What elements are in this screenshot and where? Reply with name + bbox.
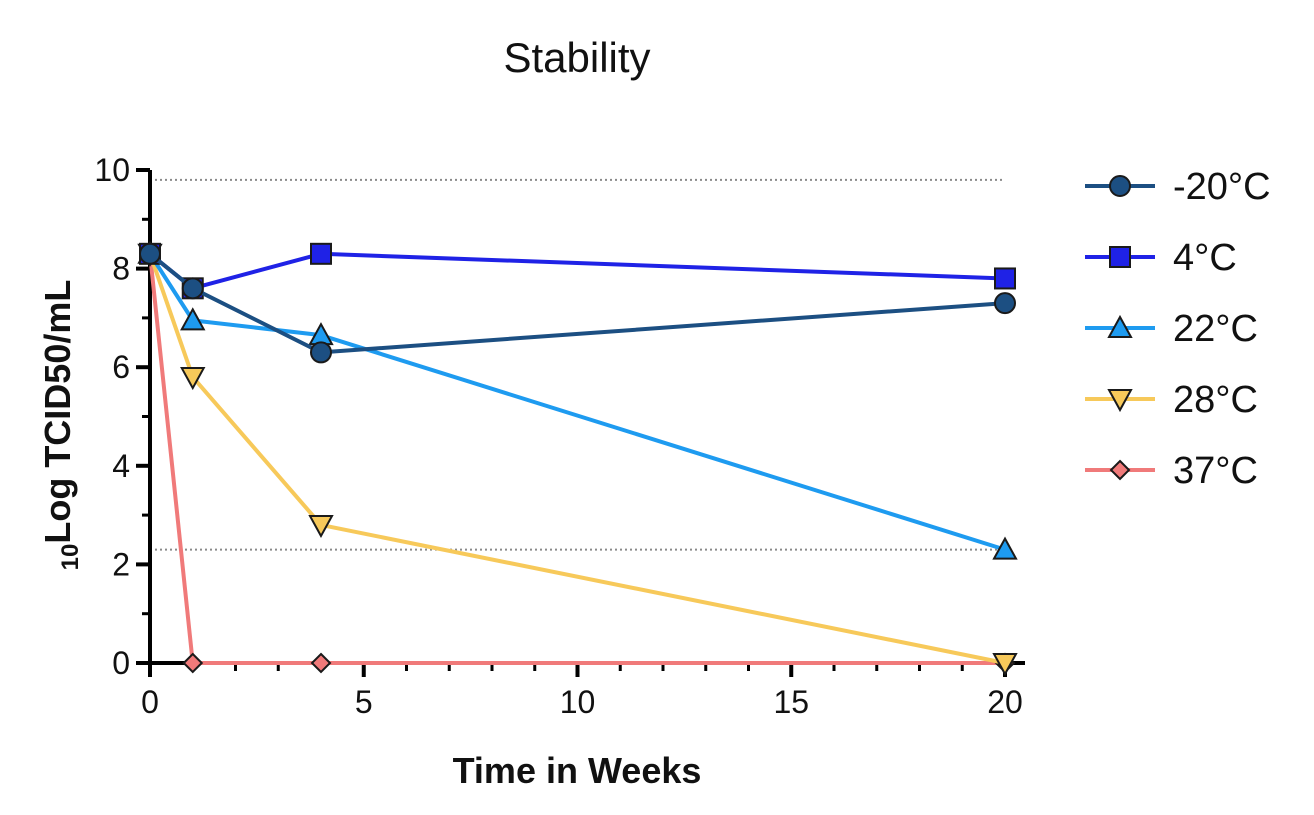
x-tick-label-5: 5 [355, 684, 373, 720]
series-line-4 [148, 253, 1005, 665]
y-tick-label-4: 4 [112, 448, 130, 484]
series-3 [137, 243, 1018, 677]
chart-title: Stability [503, 34, 650, 81]
series-1-point-3 [994, 267, 1016, 290]
series-4-point-1 [182, 652, 204, 674]
legend: -20°C 4°C 22°C 28°C 37°C [1085, 166, 1271, 492]
series-2-point-3 [992, 536, 1018, 560]
series-4 [139, 243, 1016, 674]
legend-label-0: -20°C [1173, 166, 1271, 208]
plot-area [137, 240, 1018, 677]
legend-swatch-marker-4 [1109, 459, 1131, 481]
legend-label-1: 4°C [1173, 237, 1237, 279]
x-axis-title: Time in Weeks [453, 750, 702, 791]
x-tick-label-10: 10 [560, 684, 596, 720]
y-axis-title-main: Log TCID50/mL [37, 280, 78, 544]
series-line-1 [148, 251, 1006, 291]
y-axis-title: 10Log TCID50/mL [37, 280, 84, 571]
series-2 [137, 240, 1018, 560]
series-0-point-1 [181, 277, 204, 300]
y-tick-label-10: 10 [94, 152, 130, 188]
x-tick-label-20: 20 [987, 684, 1023, 720]
legend-label-3: 28°C [1173, 379, 1258, 421]
legend-item-1: 4°C [1085, 237, 1237, 279]
series-line-3 [148, 253, 1006, 665]
legend-swatch-marker-0 [1109, 175, 1131, 197]
legend-item-2: 22°C [1085, 308, 1258, 350]
series-line-0 [148, 252, 1006, 355]
legend-swatch-marker-2 [1107, 314, 1133, 338]
legend-label-4: 37°C [1173, 450, 1258, 492]
legend-item-4: 37°C [1085, 450, 1258, 492]
y-tick-label-6: 6 [112, 349, 130, 385]
x-tick-label-15: 15 [773, 684, 809, 720]
y-tick-label-0: 0 [112, 645, 130, 681]
series-0-point-2 [310, 341, 332, 364]
reference-lines [150, 178, 1005, 551]
series-line-2 [148, 252, 1006, 552]
series-2-point-1 [180, 307, 206, 331]
x-tick-label-0: 0 [141, 684, 159, 720]
legend-swatch-marker-1 [1109, 246, 1131, 268]
axes: 0 2 4 6 8 10 0 5 10 15 20 [94, 152, 1025, 720]
series-0-point-0 [139, 242, 161, 265]
series-1 [139, 242, 1016, 300]
legend-swatch-marker-3 [1107, 389, 1133, 413]
y-axis-title-subscript: 10 [57, 544, 84, 571]
series-0-point-3 [994, 292, 1016, 315]
y-tick-label-2: 2 [112, 546, 130, 582]
y-tick-label-8: 8 [112, 251, 130, 287]
legend-label-2: 22°C [1173, 308, 1258, 350]
series-3-point-3 [992, 653, 1018, 677]
series-4-point-2 [310, 652, 332, 674]
legend-item-0: -20°C [1085, 166, 1271, 208]
series-3-point-2 [308, 514, 334, 539]
series-3-point-1 [180, 367, 206, 391]
series-0 [139, 242, 1016, 364]
legend-item-3: 28°C [1085, 379, 1258, 421]
series-1-point-2 [310, 242, 332, 265]
